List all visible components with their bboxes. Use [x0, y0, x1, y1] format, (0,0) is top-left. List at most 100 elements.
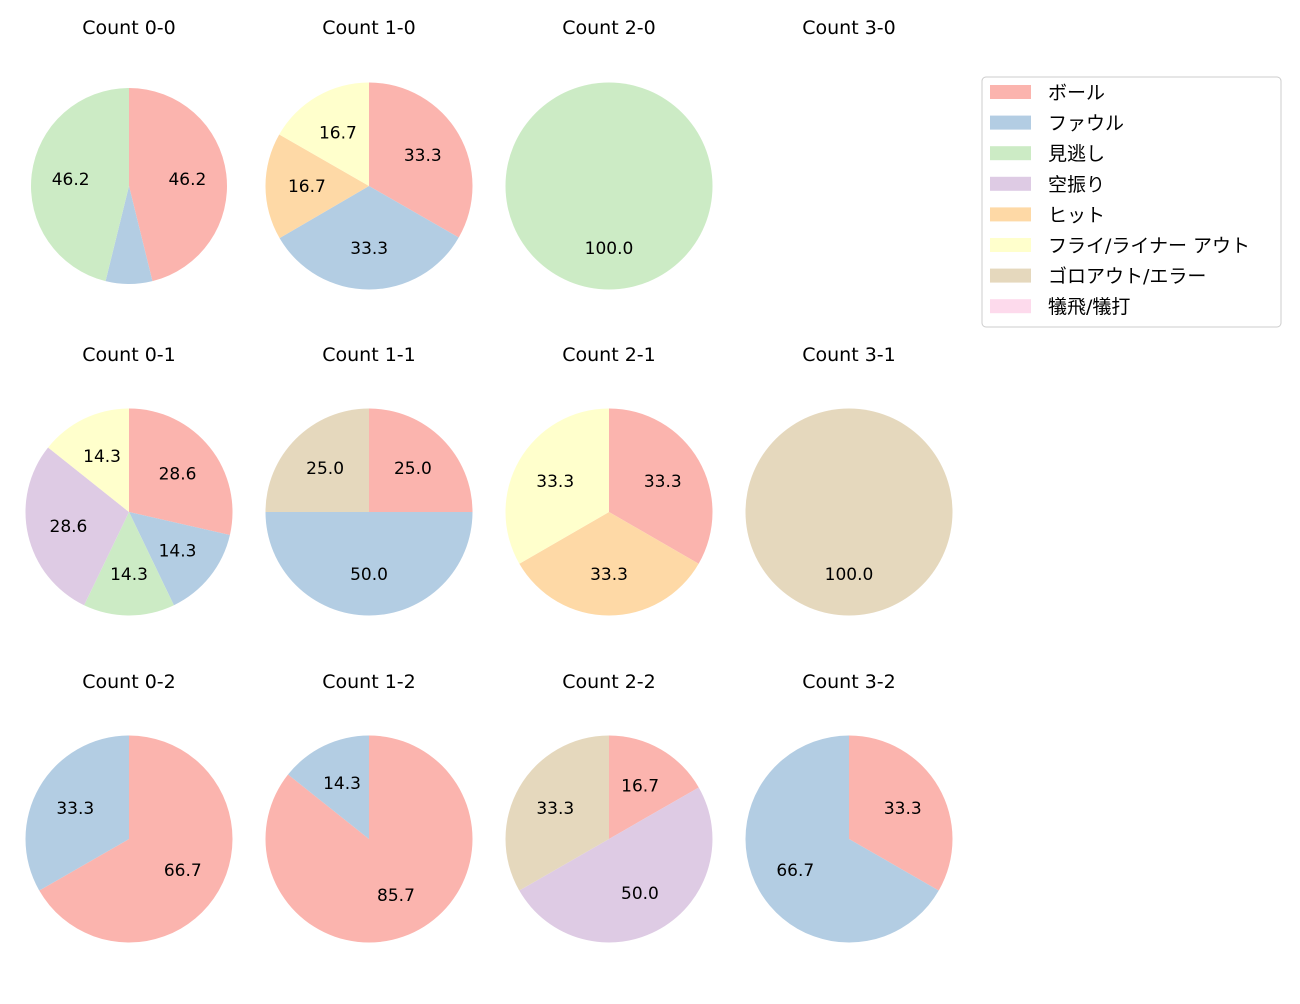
slice-label: 14.3: [110, 565, 148, 585]
pie-title: Count 3-0: [802, 17, 896, 39]
slice-label: 25.0: [394, 459, 432, 479]
pie-count-3-0: Count 3-0: [802, 17, 896, 39]
pie-title: Count 0-2: [82, 671, 176, 693]
pie-title: Count 3-2: [802, 671, 896, 693]
legend-swatch: [990, 176, 1031, 191]
pie-count-1-2: Count 1-2 85.7 14.3: [265, 671, 473, 943]
slice-label: 33.3: [350, 239, 388, 259]
pie-count-0-0: Count 0-0 46.2 46.2: [31, 17, 227, 285]
pie-title: Count 2-2: [562, 671, 656, 693]
pie-slice-1: [25, 735, 130, 891]
legend-label: ヒット: [1048, 204, 1105, 226]
legend-item: フライ/ライナー アウト: [990, 235, 1250, 257]
legend-swatch: [990, 207, 1031, 222]
pie-count-3-1: Count 3-1 100.0: [745, 344, 953, 616]
legend-frame: [981, 76, 1282, 328]
slice-label: 16.7: [621, 776, 659, 796]
slice-label: 16.7: [319, 123, 357, 143]
pie-slice-1: [288, 735, 369, 839]
pie-slice-1: [279, 186, 459, 290]
slice-label: 100.0: [825, 565, 874, 585]
pie-count-0-1: Count 0-1 28.6 14.3 14.3 28.6 14.3: [25, 344, 233, 616]
pie-slice-2: [31, 88, 130, 282]
slice-label: 33.3: [884, 799, 922, 819]
legend-label: ゴロアウト/エラー: [1048, 266, 1206, 288]
slice-label: 33.3: [644, 472, 682, 492]
legend-label: ファウル: [1048, 113, 1124, 135]
slice-label: 14.3: [83, 447, 121, 467]
slice-label: 50.0: [621, 884, 659, 904]
pie-title: Count 3-1: [802, 344, 896, 366]
pie-slice-4: [519, 512, 699, 616]
slice-label: 46.2: [168, 170, 206, 190]
legend-swatch: [990, 115, 1031, 130]
pie-count-2-0: Count 2-0 100.0: [505, 17, 713, 290]
pie-slice-5: [279, 82, 369, 186]
pie-slice-0: [129, 88, 227, 282]
legend-swatch: [990, 146, 1031, 161]
legend-label: 見逃し: [1048, 143, 1105, 165]
slice-label: 66.7: [776, 861, 814, 881]
pie-title: Count 1-2: [322, 671, 416, 693]
slice-label: 33.3: [536, 472, 574, 492]
legend-item: 見逃し: [990, 143, 1105, 165]
slice-label: 33.3: [404, 146, 442, 166]
pie-title: Count 2-1: [562, 344, 656, 366]
slice-label: 28.6: [159, 464, 197, 484]
legend-swatch: [990, 238, 1031, 252]
pie-slice-1: [265, 512, 473, 616]
legend-swatch: [990, 299, 1031, 314]
pie-count-3-2: Count 3-2 33.3 66.7: [745, 671, 953, 943]
slice-label: 33.3: [536, 799, 574, 819]
pie-count-2-2: Count 2-2 16.7 50.0 33.3: [505, 671, 713, 943]
pie-slice-5: [48, 408, 129, 512]
pie-count-1-1: Count 1-1 25.0 50.0 25.0: [265, 344, 473, 616]
pie-title: Count 1-0: [322, 17, 416, 39]
pie-title: Count 1-1: [322, 344, 416, 366]
pie-count-2-1: Count 2-1 33.3 33.3 33.3: [505, 344, 713, 616]
legend-label: 空振り: [1048, 174, 1105, 196]
pie-slice-0: [609, 735, 699, 839]
pie-title: Count 0-1: [82, 344, 176, 366]
legend-item: ファウル: [990, 113, 1124, 135]
pie-slice-6: [505, 735, 609, 891]
slice-label: 50.0: [350, 565, 388, 585]
legend-item: ボール: [990, 82, 1105, 104]
pie-slice-0: [849, 735, 953, 891]
pie-slice-4: [265, 134, 369, 239]
pie-slice-2: [505, 82, 713, 290]
pie-slice-6: [745, 408, 953, 616]
pie-count-0-2: Count 0-2 66.7 33.3: [25, 671, 233, 943]
legend-item: 犠飛/犠打: [990, 296, 1130, 318]
pie-slice-6: [265, 408, 369, 512]
legend-swatch: [990, 85, 1031, 99]
pie-slice-0: [129, 408, 233, 536]
pie-slice-0: [369, 82, 473, 238]
pie-slice-5: [505, 408, 609, 564]
pie-slice-0: [369, 408, 473, 512]
slice-label: 14.3: [323, 774, 361, 794]
pie-title: Count 0-0: [82, 17, 176, 39]
pie-slice-3: [519, 787, 713, 943]
slice-label: 66.7: [164, 861, 202, 881]
slice-label: 16.7: [288, 177, 326, 197]
slice-label: 28.6: [50, 517, 88, 537]
legend-label: フライ/ライナー アウト: [1048, 235, 1250, 257]
pie-title: Count 2-0: [562, 17, 656, 39]
pie-slice-0: [39, 735, 233, 943]
pie-slice-2: [84, 512, 174, 616]
pie-slice-3: [25, 447, 129, 606]
pie-slice-1: [129, 512, 230, 606]
slice-label: 25.0: [306, 459, 344, 479]
slice-label: 14.3: [159, 542, 197, 562]
legend-label: ボール: [1048, 82, 1105, 104]
legend-label: 犠飛/犠打: [1048, 296, 1130, 318]
legend-swatch: [990, 268, 1031, 283]
slice-label: 46.2: [52, 170, 90, 190]
slice-label: 33.3: [56, 799, 94, 819]
pie-slice-1: [105, 186, 153, 285]
legend-item: 空振り: [990, 174, 1105, 196]
